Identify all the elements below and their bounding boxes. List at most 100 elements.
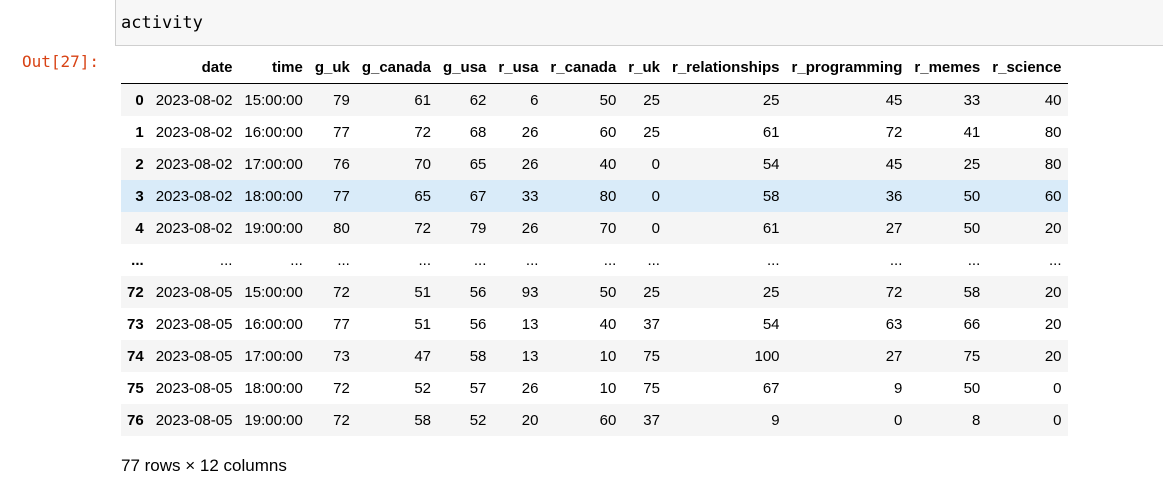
table-cell: 2023-08-02	[155, 187, 233, 205]
table-cell: 41	[963, 123, 981, 141]
table-cell: 67	[762, 379, 780, 397]
table-cell: 51	[414, 315, 432, 333]
table-cell: 56	[469, 283, 487, 301]
table-cell: ...	[473, 251, 487, 269]
table-cell: 72	[333, 411, 350, 429]
table-cell: 77	[333, 123, 350, 141]
table-cell: 37	[643, 315, 660, 333]
table-row: 72 2023-08-05 15:00:00 72 51 56 93 50 25 25 72 58 20	[121, 276, 1068, 308]
table-cell: 61	[762, 123, 780, 141]
table-cell: 60	[599, 123, 617, 141]
table-cell: 25	[643, 123, 660, 141]
table-cell: 61	[762, 219, 780, 237]
table-cell: 50	[963, 379, 981, 397]
table-cell: 13	[521, 315, 539, 333]
table-cell: 25	[643, 283, 660, 301]
table-cell: 52	[469, 411, 487, 429]
table-cell: 54	[762, 315, 780, 333]
table-cell: 72	[333, 379, 350, 397]
table-cell: 20	[521, 411, 539, 429]
table-cell: 100	[754, 347, 780, 365]
table-cell: ...	[603, 251, 617, 269]
table-cell: 80	[1044, 155, 1062, 173]
table-cell: ...	[337, 251, 350, 269]
code-input-text[interactable]: activity	[121, 13, 203, 33]
table-cell: 25	[643, 91, 660, 109]
table-cell: 72	[333, 283, 350, 301]
table-cell: 10	[599, 379, 617, 397]
table-cell: ...	[889, 251, 903, 269]
column-header: g_uk	[308, 51, 356, 84]
table-cell: 75	[643, 347, 660, 365]
table-row: 75 2023-08-05 18:00:00 72 52 57 26 10 75 67 9 50 0	[121, 372, 1068, 404]
table-cell: 62	[469, 91, 487, 109]
row-index: 1	[135, 123, 144, 141]
table-cell: 19:00:00	[244, 411, 303, 429]
table-cell: 58	[414, 411, 432, 429]
table-cell: 13	[521, 347, 539, 365]
table-cell: 50	[599, 283, 617, 301]
table-cell: 80	[333, 219, 350, 237]
table-cell: ...	[219, 251, 233, 269]
table-cell: 45	[885, 91, 903, 109]
column-header: time	[238, 51, 309, 84]
table-cell: 47	[414, 347, 432, 365]
row-index: 3	[135, 187, 144, 205]
column-header: r_uk	[622, 51, 666, 84]
table-cell: 26	[521, 123, 539, 141]
row-index: 2	[135, 155, 144, 173]
table-cell: ...	[418, 251, 432, 269]
table-summary: 77 rows × 12 columns	[121, 456, 287, 475]
table-cell: 33	[521, 187, 539, 205]
table-cell: 80	[599, 187, 617, 205]
row-index: 75	[127, 379, 144, 397]
row-index: ...	[131, 251, 144, 269]
table-cell: 36	[885, 187, 903, 205]
table-row: 1 2023-08-02 16:00:00 77 72 68 26 60 25 61 72 41 80	[121, 116, 1068, 148]
table-cell: 58	[762, 187, 780, 205]
table-cell: 72	[885, 123, 903, 141]
column-header: r_canada	[544, 51, 623, 84]
table-cell: 75	[643, 379, 660, 397]
table-cell: 25	[762, 283, 780, 301]
column-header: date	[149, 51, 239, 84]
table-cell: 27	[885, 347, 903, 365]
table-cell: 20	[1044, 315, 1062, 333]
table-cell: ...	[525, 251, 539, 269]
table-cell: 2023-08-02	[155, 123, 233, 141]
table-cell: 56	[469, 315, 487, 333]
column-header: g_canada	[355, 51, 438, 84]
column-header: r_relationships	[665, 51, 786, 84]
row-index: 74	[127, 347, 144, 365]
table-cell: 2023-08-05	[155, 283, 233, 301]
table-cell: 80	[1044, 123, 1062, 141]
column-header: r_programming	[785, 51, 909, 84]
table-cell: 57	[469, 379, 487, 397]
table-cell: 0	[894, 411, 903, 429]
table-cell: 2023-08-05	[155, 379, 233, 397]
table-cell: 27	[885, 219, 903, 237]
table-cell: 77	[333, 315, 350, 333]
table-cell: 20	[1044, 219, 1062, 237]
table-cell: 63	[885, 315, 903, 333]
table-cell: 16:00:00	[244, 315, 303, 333]
table-cell: 16:00:00	[244, 123, 303, 141]
code-input-cell[interactable]: activity	[115, 0, 1163, 46]
table-cell: 25	[963, 155, 981, 173]
table-cell: 2023-08-05	[155, 347, 233, 365]
table-cell: 70	[599, 219, 617, 237]
table-cell: 79	[333, 91, 350, 109]
table-row: .......................................	[121, 244, 1068, 276]
table-cell: 20	[1044, 347, 1062, 365]
table-row: 74 2023-08-05 17:00:00 73 47 58 13 10 75 100 27 75 2…	[121, 340, 1068, 372]
table-cell: 50	[599, 91, 617, 109]
table-cell: 51	[414, 283, 432, 301]
table-cell: 79	[469, 219, 487, 237]
table-cell: 68	[469, 123, 487, 141]
row-index: 72	[127, 283, 144, 301]
column-header: r_memes	[908, 51, 987, 84]
table-cell: 18:00:00	[244, 187, 303, 205]
table-cell: 2023-08-05	[155, 411, 233, 429]
table-cell: 2023-08-02	[155, 155, 233, 173]
table-cell: 18:00:00	[244, 379, 303, 397]
